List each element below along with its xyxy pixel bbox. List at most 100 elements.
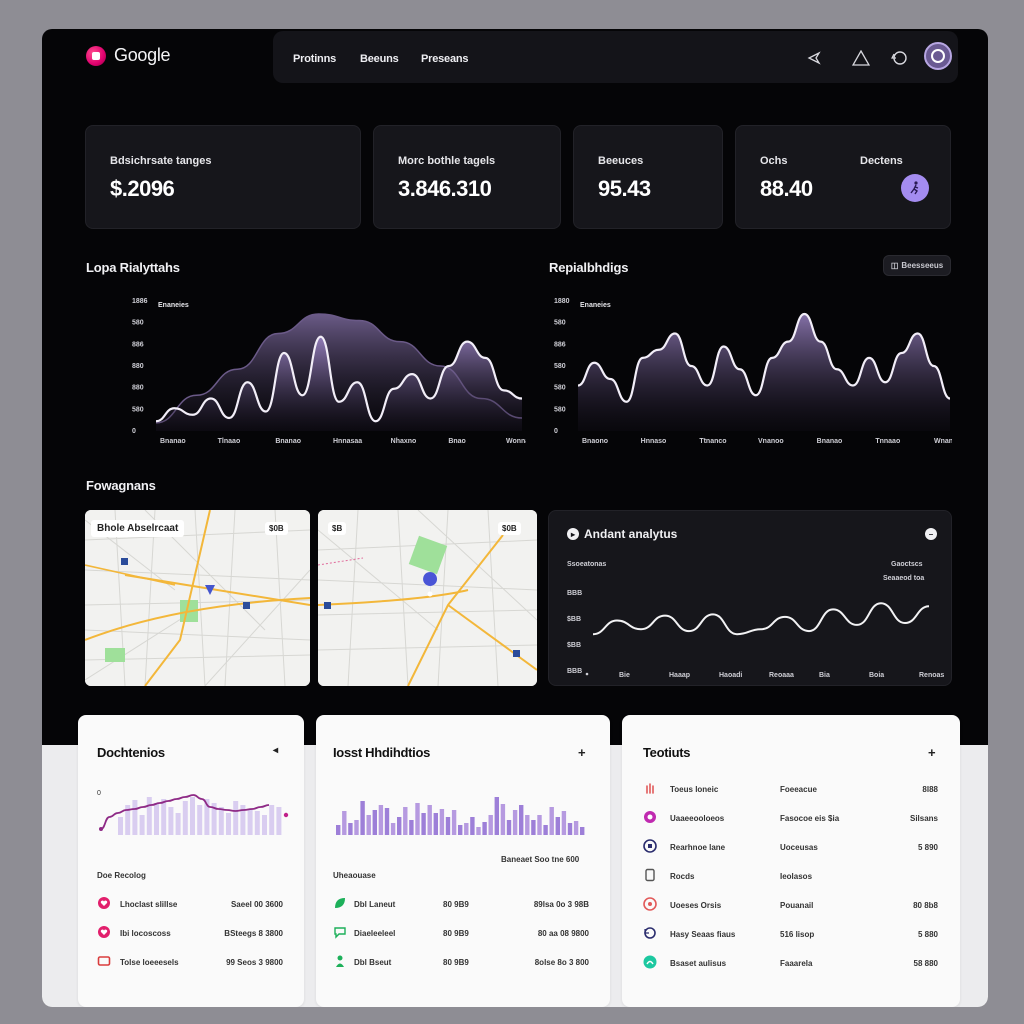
avatar[interactable] — [924, 42, 952, 70]
list-item[interactable]: Dbl Bseut 80 9B9 8olse 8o 3 800 — [316, 954, 610, 974]
list-item[interactable]: Tolse loeeesels 99 Seos 3 9800 — [78, 954, 304, 974]
nav-item-3[interactable]: Preseans — [421, 53, 469, 65]
list-item[interactable]: Rearhnoe lane Uoceusas 5 890 — [622, 839, 960, 859]
nav-item-1[interactable]: Protinns — [293, 53, 337, 65]
bar — [348, 823, 353, 835]
map-panel-2[interactable]: $B $0B — [318, 510, 537, 686]
list-item[interactable]: Uaaeeooloeos Fasocoe eis $ia Silsans — [622, 810, 960, 830]
row-mid: Ieolasos — [780, 872, 813, 881]
logo[interactable]: Google — [86, 45, 171, 66]
x-tick: Tnnaao — [875, 438, 900, 445]
more-icon[interactable]: – — [925, 528, 937, 540]
map-badge: $0B — [498, 522, 521, 535]
x-tick: Tlnaao — [218, 438, 241, 445]
refresh-icon — [643, 926, 657, 940]
add-icon[interactable]: + — [578, 745, 586, 760]
send-icon[interactable] — [804, 48, 824, 68]
list-item[interactable]: Rocds Ieolasos — [622, 868, 960, 888]
leaf-icon — [333, 896, 347, 910]
row-mid: Pouanail — [780, 901, 814, 910]
y-tick: BBB — [567, 668, 582, 675]
bar — [218, 807, 224, 835]
more-icon[interactable]: ◂ — [273, 745, 279, 756]
card-subtitle: Doe Recolog — [97, 871, 146, 880]
circle-icon — [643, 955, 657, 969]
bar — [476, 827, 481, 835]
y-tick: BBB — [567, 590, 582, 597]
add-icon[interactable]: + — [928, 745, 936, 760]
row-value: 89lsa 0o 3 98B — [533, 900, 589, 909]
heart-icon — [97, 925, 111, 939]
bar — [247, 809, 253, 835]
logo-icon — [86, 45, 106, 66]
row-value: 5 890 — [917, 843, 938, 852]
x-tick: Wnanao — [934, 438, 952, 445]
point — [283, 812, 289, 818]
series-line — [100, 794, 270, 830]
card-chart: 0 — [97, 790, 289, 835]
chart-filter-chip[interactable]: ◫ Beesseeus — [883, 255, 951, 276]
card-header-right: Baneaet Soo tne 600 — [501, 855, 580, 864]
bar — [506, 820, 512, 835]
bar — [451, 810, 457, 835]
row-label: Tolse loeeesels — [120, 958, 179, 967]
triangle-icon[interactable] — [851, 48, 871, 68]
stat-card-4: Ochs Dectens 88.40 — [735, 125, 951, 229]
card-bar-chart — [336, 797, 585, 835]
bar — [397, 817, 402, 835]
list-item[interactable]: Dbl Laneut 80 9B9 89lsa 0o 3 98B — [316, 896, 610, 916]
list-item[interactable]: Uoeses Orsis Pouanail 80 8b8 — [622, 897, 960, 917]
bar — [458, 825, 463, 835]
list-item[interactable]: Toeus loneic Foeeacue 8l88 — [622, 781, 960, 801]
y-tick: 580 — [554, 320, 566, 327]
row-mid: 80 9B9 — [443, 958, 469, 967]
bar — [276, 807, 282, 835]
bar — [254, 811, 260, 835]
bar — [118, 817, 123, 835]
bar — [445, 817, 451, 835]
x-tick: Haaap — [669, 672, 690, 679]
bar — [470, 817, 475, 835]
y-tick: 1886 — [132, 298, 148, 305]
person-walk-icon[interactable] — [901, 174, 929, 202]
badge-icon — [643, 897, 657, 911]
x-tick: Bie — [619, 672, 630, 679]
x-tick: Boia — [869, 672, 884, 679]
card-title: Teotiuts — [643, 745, 691, 760]
analytics-top-left: Ssoeatonas — [567, 561, 607, 568]
bar — [168, 807, 174, 835]
bar — [390, 823, 396, 835]
filter-icon: ◫ — [890, 261, 899, 270]
list-item[interactable]: Lhoclast slillse Saeel 00 3600 — [78, 896, 304, 916]
y-tick: 886 — [554, 341, 566, 348]
row-label: Rocds — [670, 872, 695, 881]
x-tick: Hnnasaa — [333, 438, 362, 445]
refresh-icon[interactable] — [890, 48, 910, 68]
play-icon[interactable]: ▸ — [567, 528, 579, 540]
bar — [403, 807, 408, 835]
x-tick: Ttnanco — [699, 438, 726, 445]
series-line — [577, 312, 951, 403]
list-item[interactable]: Bsaset aulisus Faaarela 58 880 — [622, 955, 960, 975]
bar — [549, 807, 554, 835]
x-tick: Hnnaso — [641, 438, 667, 445]
nav-item-2[interactable]: Beeuns — [360, 53, 399, 65]
list-item[interactable]: Diaeleeleel 80 9B9 80 aa 08 9800 — [316, 925, 610, 945]
bar — [464, 823, 469, 835]
map-panel-1[interactable]: Bhole Abselrcaat $0B — [85, 510, 310, 686]
list-item[interactable]: Hasy Seaas fiaus 516 lisop 5 880 — [622, 926, 960, 946]
row-label: Diaeleeleel — [354, 929, 396, 938]
top-bar: Google Protinns Beeuns Preseans — [42, 29, 988, 89]
row-value: 80 aa 08 9800 — [537, 929, 589, 938]
x-tick: Bia — [819, 672, 830, 679]
y-tick: 886 — [132, 341, 144, 348]
x-tick: Bnaono — [582, 438, 608, 445]
bar — [125, 805, 131, 835]
nav-bar: Protinns Beeuns Preseans — [273, 31, 958, 83]
list-item[interactable]: Ibi locoscoss BSteegs 8 3800 — [78, 925, 304, 945]
person-icon — [333, 954, 347, 968]
x-tick: Bnanao — [160, 438, 186, 445]
bar — [500, 804, 506, 835]
card-highlights: Iosst Hhdihdtios + Baneaet Soo tne 600 U… — [316, 715, 610, 1007]
y-tick: 580 — [554, 363, 566, 370]
